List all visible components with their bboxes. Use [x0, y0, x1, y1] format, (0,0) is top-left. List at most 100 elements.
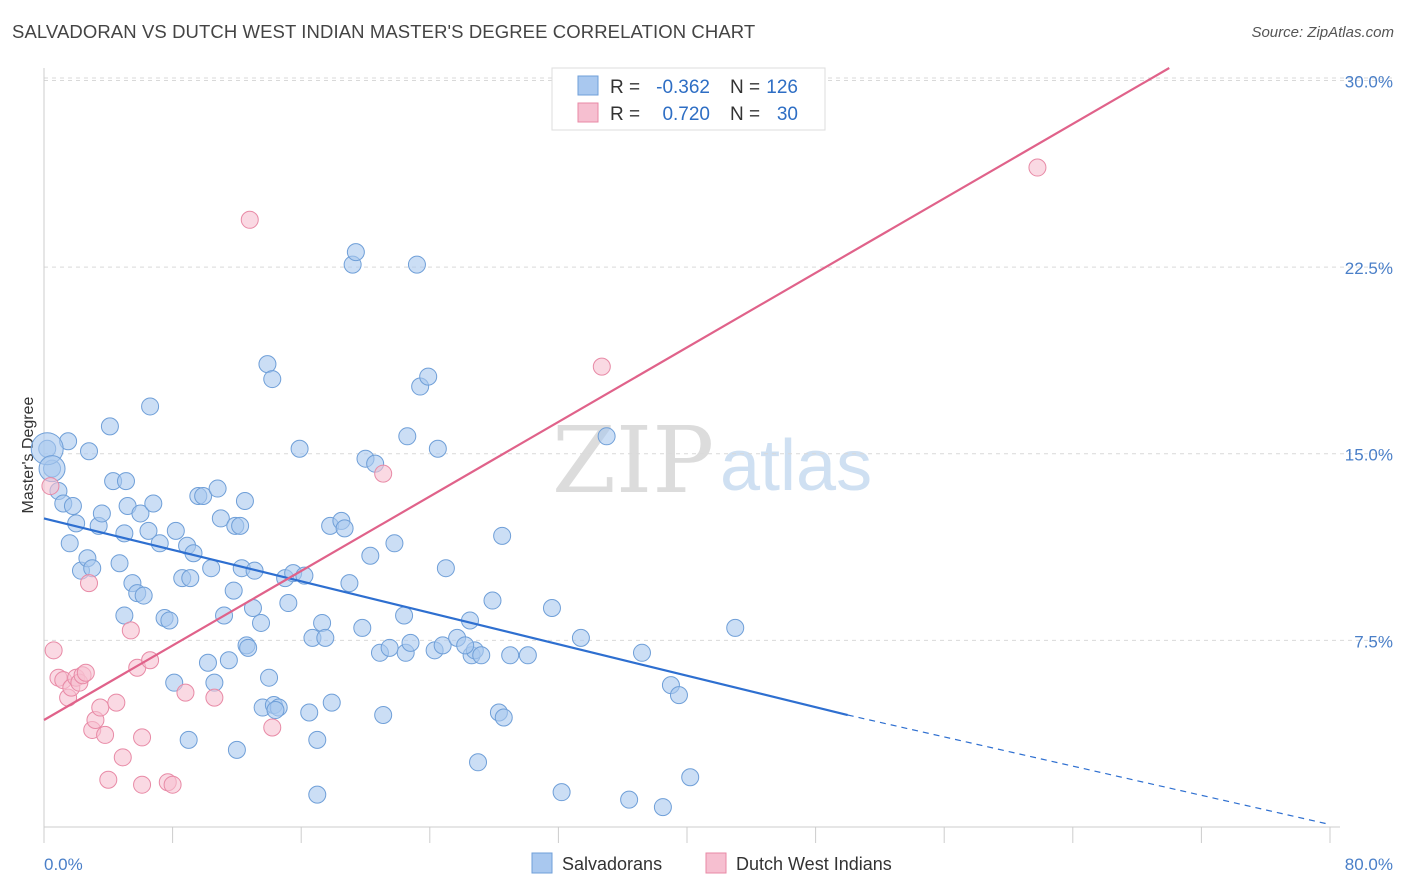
salvadorans-point [308, 730, 327, 749]
salvadorans-point [726, 618, 745, 637]
y-tick-label: 22.5% [1345, 259, 1393, 278]
salvadorans-point [346, 243, 365, 262]
salvadorans-point [165, 673, 184, 692]
dutch-west-indians-trendline [43, 67, 1170, 721]
salvadorans-point [597, 427, 616, 446]
legend-n-value-1: 126 [766, 77, 798, 98]
salvadorans-point [681, 768, 700, 787]
salvadorans-point [316, 628, 335, 647]
x-ticks [43, 827, 1331, 843]
series-legend-swatch-salvadorans [531, 852, 553, 874]
legend-r-label-1: R = [610, 77, 640, 98]
dutch-west-indians-point [205, 688, 224, 707]
salvadorans-point [211, 509, 230, 528]
salvadorans-point [263, 370, 282, 389]
dutch-west-indians-point [107, 693, 126, 712]
salvadorans-point [552, 783, 571, 802]
legend-swatch-pink [577, 102, 599, 123]
watermark-zip: ZIP [552, 407, 714, 514]
salvadorans-point [401, 633, 420, 652]
salvadorans-point [141, 397, 160, 416]
salvadorans-point [571, 628, 590, 647]
source-label: Source: ZipAtlas.com [1251, 24, 1394, 41]
salvadorans-point [407, 255, 426, 274]
dutch-west-indians-point [592, 357, 611, 376]
salvadorans-point [80, 442, 99, 461]
dutch-west-indians-point [91, 698, 110, 717]
y-tick-label: 7.5% [1354, 632, 1393, 651]
y-axis-label: Master's Degree [20, 396, 37, 513]
trendlines [43, 67, 1331, 826]
salvadorans-point [60, 534, 79, 553]
series-legend-label-dutch-west-indians: Dutch West Indians [736, 854, 892, 874]
salvadorans-trendline [43, 517, 849, 717]
legend-n-label-2: N = [730, 104, 760, 125]
salvadorans-point [313, 613, 332, 632]
salvadorans-point [494, 708, 513, 727]
dutch-west-indians-point [44, 641, 63, 660]
salvadorans-point [166, 521, 185, 540]
legend-r-value-2: 0.720 [662, 104, 710, 125]
salvadorans-point [340, 574, 359, 593]
salvadorans-point [194, 487, 213, 506]
salvadorans-point [179, 730, 198, 749]
salvadorans-point [290, 439, 309, 458]
salvadorans-point [266, 701, 285, 720]
salvadorans-point [493, 526, 512, 545]
salvadorans-point [436, 559, 455, 578]
salvadorans-point [198, 653, 217, 672]
salvadorans-point [542, 599, 561, 618]
salvadorans-point [456, 636, 475, 655]
salvadorans-point [110, 554, 129, 573]
salvadorans-point [252, 613, 271, 632]
salvadorans-point [231, 516, 250, 535]
salvadorans-point [239, 638, 258, 657]
dutch-west-indians-point [1028, 158, 1047, 177]
salvadorans-point [374, 706, 393, 725]
salvadorans-point [428, 439, 447, 458]
chart-title: SALVADORAN VS DUTCH WEST INDIAN MASTER'S… [12, 21, 756, 42]
salvadorans-point [632, 643, 651, 662]
y-tick-label: 30.0% [1345, 72, 1393, 91]
series-legend-swatch-dutch-west-indians [705, 852, 727, 874]
salvadorans-point [139, 521, 158, 540]
salvadorans-point [258, 355, 277, 374]
legend-r-label-2: R = [610, 104, 640, 125]
salvadorans-point [160, 611, 179, 630]
salvadorans-point [380, 638, 399, 657]
salvadorans-point [115, 606, 134, 625]
salvadorans-point [335, 519, 354, 538]
dutch-west-indians-point [41, 477, 60, 496]
dutch-west-indians-point [133, 728, 152, 747]
salvadorans-point [260, 668, 279, 687]
salvadorans-point [83, 559, 102, 578]
y-tick-label: 15.0% [1345, 446, 1393, 465]
salvadorans-point [116, 472, 135, 491]
salvadorans-point [308, 785, 327, 804]
salvadorans-point [92, 504, 111, 523]
dutch-west-indians-point [133, 775, 152, 794]
salvadorans-point [483, 591, 502, 610]
salvadorans-point [235, 492, 254, 511]
salvadorans-point [353, 618, 372, 637]
dutch-west-indians-point [240, 210, 259, 229]
salvadorans-point [300, 703, 319, 722]
legend-n-value-2: 30 [777, 104, 798, 125]
series-legend: Salvadorans Dutch West Indians [531, 852, 892, 874]
salvadorans-point [131, 504, 150, 523]
salvadorans-point [361, 546, 380, 565]
dutch-west-indians-point [80, 574, 99, 593]
watermark-atlas: atlas [720, 426, 872, 506]
dutch-west-indians-point [76, 663, 95, 682]
salvadorans-point [501, 646, 520, 665]
salvadorans-point [433, 636, 452, 655]
dutch-west-indians-point [163, 775, 182, 794]
salvadorans-point [653, 798, 672, 817]
salvadorans-point [202, 559, 221, 578]
x-tick-label-min: 0.0% [44, 855, 83, 874]
salvadorans-point [419, 367, 438, 386]
salvadorans-point [227, 740, 246, 759]
dutch-west-indians-point [96, 725, 115, 744]
salvadorans-point [385, 534, 404, 553]
